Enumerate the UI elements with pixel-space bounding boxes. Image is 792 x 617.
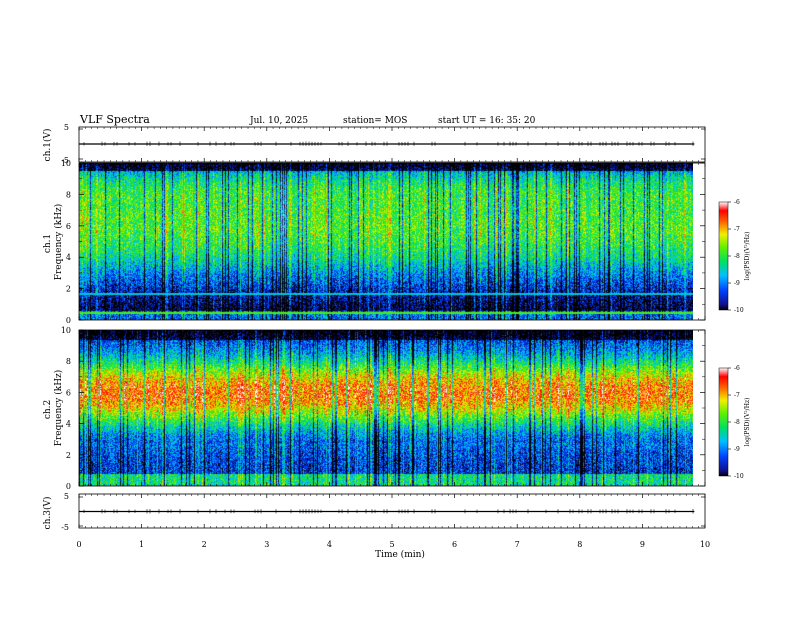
x-axis-label: Time (min) — [375, 549, 425, 560]
ch2-ylabel-line1: ch.2 — [43, 400, 53, 419]
x-tick-label: 7 — [515, 540, 520, 549]
y-tick-label: 8 — [66, 190, 71, 199]
colorbar-tick-label: -6 — [734, 199, 740, 206]
ch1-voltage-marks — [79, 128, 705, 160]
y-tick-label: 0 — [66, 316, 71, 325]
date-label: Jul. 10, 2025 — [249, 116, 308, 126]
station-label: station= MOS — [343, 116, 407, 126]
colorbar-tick-label: -10 — [734, 307, 744, 314]
x-tick-label: 2 — [202, 540, 207, 549]
ch2-spectrogram-ylabel: ch.2 Frequency (kHz) — [43, 370, 64, 447]
colorbar-tick-label: -10 — [734, 473, 744, 480]
ch3-voltage-marks — [79, 496, 705, 527]
ch1-colorbar-ticks: -6 -7 -8 -9 -10 — [728, 199, 744, 314]
x-tick-label: 8 — [577, 540, 582, 549]
ch1-spectrogram-ylabel: ch.1 Frequency (kHz) — [43, 204, 64, 281]
ch3-voltage-ylabel: ch.3(V) — [42, 497, 53, 530]
y-tick-label: 4 — [66, 420, 71, 429]
colorbar-tick-label: -8 — [734, 253, 740, 260]
y-tick-label: 10 — [61, 159, 71, 168]
x-tick-label: 9 — [640, 540, 645, 549]
ch2-spectrogram-image — [79, 330, 693, 486]
ch1-ylabel-line1: ch.1 — [43, 234, 53, 253]
ch3-voltage-ytick-top: 5 — [64, 492, 69, 501]
colorbar-tick-label: -7 — [734, 226, 740, 233]
ch2-colorbar: -6 -7 -8 -9 -10 log(PSD)(V²/Hz) — [718, 365, 751, 480]
ch1-colorbar-bar — [718, 201, 729, 311]
colorbar-tick-label: -9 — [734, 280, 740, 287]
ch2-spectrogram-yticks: 0 2 4 6 8 10 — [61, 326, 705, 491]
x-tick-label: 6 — [452, 540, 457, 549]
ch1-colorbar: -6 -7 -8 -9 -10 log(PSD)(V²/Hz) — [718, 199, 751, 314]
colorbar-tick-label: -6 — [734, 365, 740, 372]
colorbar-tick-label: -9 — [734, 446, 740, 453]
ch1-ylabel-line2: Frequency (kHz) — [53, 204, 64, 281]
y-tick-label: 6 — [66, 222, 71, 231]
y-tick-label: 0 — [66, 482, 71, 491]
ch1-voltage-ytick-top: 5 — [64, 123, 69, 132]
ch1-voltage-ylabel: ch.1(V) — [42, 129, 53, 162]
figure-title: VLF Spectra — [79, 113, 150, 126]
x-tick-label: 10 — [700, 540, 710, 549]
x-tick-label: 3 — [264, 540, 269, 549]
colorbar-tick-label: -8 — [734, 419, 740, 426]
y-tick-label: 2 — [66, 451, 71, 460]
y-tick-label: 10 — [61, 326, 71, 335]
x-axis: 0 1 2 3 4 5 6 7 8 9 10 — [76, 127, 710, 549]
y-tick-label: 6 — [66, 388, 71, 397]
ch1-colorbar-label: log(PSD)(V²/Hz) — [744, 232, 751, 281]
ch1-spectrogram-panel: 0 2 4 6 8 10 ch.1 Frequency (kHz) -6 -7 -8 -9 -10… — [43, 159, 751, 325]
ch1-voltage-ytick-bottom: -5 — [61, 156, 69, 165]
ch1-spectrogram-image — [79, 163, 693, 320]
x-tick-label: 5 — [389, 540, 394, 549]
colorbar-tick-label: -7 — [734, 392, 740, 399]
ch2-spectrogram-panel: 0 2 4 6 8 10 ch.2 Frequency (kHz) -6 -7 -8 -9 -10… — [43, 326, 751, 491]
ch2-colorbar-label: log(PSD)(V²/Hz) — [744, 398, 751, 447]
ch2-colorbar-bar — [718, 367, 729, 477]
y-tick-label: 2 — [66, 285, 71, 294]
ch3-voltage-ytick-bottom: -5 — [61, 523, 69, 532]
start-time-label: start UT = 16: 35: 20 — [438, 116, 536, 126]
y-tick-label: 4 — [66, 253, 71, 262]
x-tick-label: 4 — [327, 540, 332, 549]
ch2-ylabel-line2: Frequency (kHz) — [53, 370, 64, 447]
y-tick-label: 8 — [66, 357, 71, 366]
ch1-spectrogram-yticks: 0 2 4 6 8 10 — [61, 159, 705, 325]
x-tick-label: 0 — [76, 540, 81, 549]
ch2-colorbar-ticks: -6 -7 -8 -9 -10 — [728, 365, 744, 480]
x-tick-label: 1 — [139, 540, 144, 549]
